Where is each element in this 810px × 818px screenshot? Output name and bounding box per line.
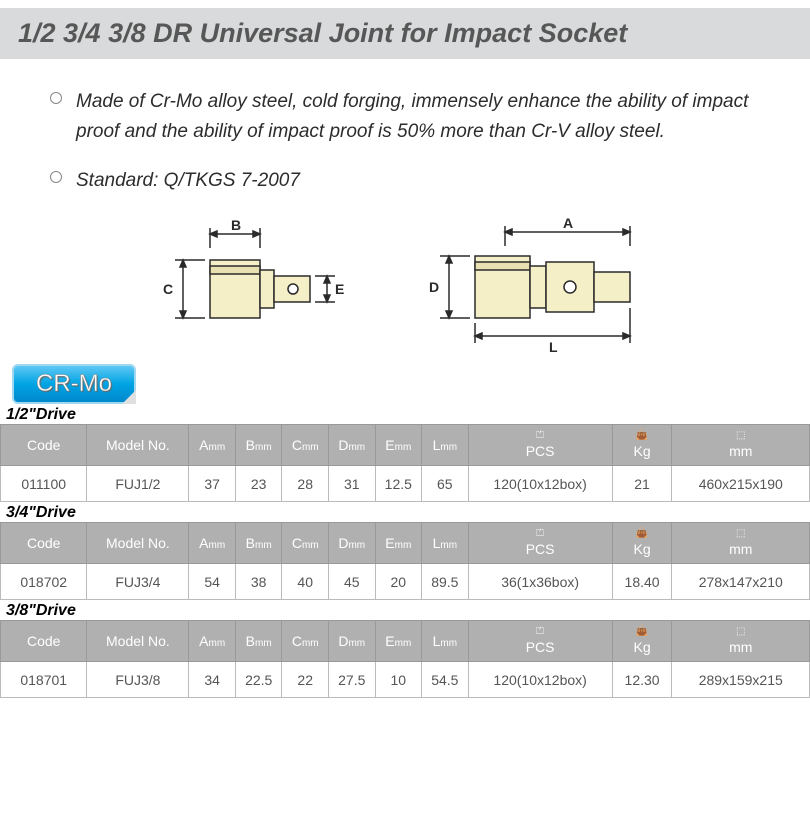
th-pcs: ⏍PCS xyxy=(468,523,612,564)
th-D: Dmm xyxy=(328,523,375,564)
cell-C: 28 xyxy=(282,466,329,502)
cell-pcs: 120(10x12box) xyxy=(468,662,612,698)
cell-A: 34 xyxy=(189,662,236,698)
table-row: 011100FUJ1/23723283112.565120(10x12box)2… xyxy=(1,466,810,502)
drive-section-label: 3/4"Drive xyxy=(0,502,810,522)
cell-code: 018702 xyxy=(1,564,87,600)
cell-model: FUJ3/8 xyxy=(87,662,189,698)
dim-label-E: E xyxy=(335,281,344,297)
cell-C: 40 xyxy=(282,564,329,600)
crmo-badge: CR-Mo xyxy=(12,364,136,404)
dim-label-D: D xyxy=(429,279,439,295)
cell-kg: 21 xyxy=(612,466,672,502)
description-block: Made of Cr-Mo alloy steel, cold forging,… xyxy=(0,59,810,218)
cell-D: 31 xyxy=(328,466,375,502)
cell-box: 460x215x190 xyxy=(672,466,810,502)
diagrams-row: B C E xyxy=(0,218,810,364)
th-pcs: ⏍PCS xyxy=(468,425,612,466)
bullet-icon xyxy=(50,171,62,183)
th-model: Model No. xyxy=(87,523,189,564)
cell-box: 289x159x215 xyxy=(672,662,810,698)
dim-label-L: L xyxy=(549,339,558,355)
th-kg: 👜Kg xyxy=(612,425,672,466)
cell-D: 27.5 xyxy=(328,662,375,698)
crmo-badge-label: CR-Mo xyxy=(36,370,112,397)
bullet-item: Made of Cr-Mo alloy steel, cold forging,… xyxy=(50,87,760,148)
th-E: Emm xyxy=(375,523,422,564)
cell-code: 011100 xyxy=(1,466,87,502)
cell-E: 10 xyxy=(375,662,422,698)
drive-section-label: 1/2"Drive xyxy=(0,404,810,424)
page-title: 1/2 3/4 3/8 DR Universal Joint for Impac… xyxy=(18,18,627,48)
th-C: Cmm xyxy=(282,621,329,662)
th-L: Lmm xyxy=(422,523,469,564)
th-D: Dmm xyxy=(328,621,375,662)
bullet-text: Made of Cr-Mo alloy steel, cold forging,… xyxy=(76,87,760,148)
th-box: ⬚mm xyxy=(672,523,810,564)
th-B: Bmm xyxy=(235,621,282,662)
th-model: Model No. xyxy=(87,621,189,662)
cell-box: 278x147x210 xyxy=(672,564,810,600)
th-E: Emm xyxy=(375,425,422,466)
cell-model: FUJ1/2 xyxy=(87,466,189,502)
th-A: Amm xyxy=(189,523,236,564)
th-box: ⬚mm xyxy=(672,425,810,466)
bullet-icon xyxy=(50,92,62,104)
cell-E: 12.5 xyxy=(375,466,422,502)
table-row: 018702FUJ3/4543840452089.536(1x36box)18.… xyxy=(1,564,810,600)
cell-E: 20 xyxy=(375,564,422,600)
th-model: Model No. xyxy=(87,425,189,466)
diagram-left: B C E xyxy=(155,218,345,348)
bullet-text: Standard: Q/TKGS 7-2007 xyxy=(76,166,300,196)
bullet-item: Standard: Q/TKGS 7-2007 xyxy=(50,166,760,196)
spec-table: CodeModel No.AmmBmmCmmDmmEmmLmm⏍PCS👜Kg⬚m… xyxy=(0,620,810,698)
tables-container: 1/2"DriveCodeModel No.AmmBmmCmmDmmEmmLmm… xyxy=(0,404,810,698)
cell-B: 38 xyxy=(235,564,282,600)
th-C: Cmm xyxy=(282,425,329,466)
cell-B: 22.5 xyxy=(235,662,282,698)
th-code: Code xyxy=(1,621,87,662)
cell-L: 89.5 xyxy=(422,564,469,600)
th-L: Lmm xyxy=(422,621,469,662)
cell-D: 45 xyxy=(328,564,375,600)
cell-L: 65 xyxy=(422,466,469,502)
th-code: Code xyxy=(1,425,87,466)
table-row: 018701FUJ3/83422.52227.51054.5120(10x12b… xyxy=(1,662,810,698)
th-L: Lmm xyxy=(422,425,469,466)
diagram-right: A D L xyxy=(425,218,655,358)
th-D: Dmm xyxy=(328,425,375,466)
dim-label-B: B xyxy=(231,218,241,233)
title-bar: 1/2 3/4 3/8 DR Universal Joint for Impac… xyxy=(0,8,810,59)
th-E: Emm xyxy=(375,621,422,662)
drive-section-label: 3/8"Drive xyxy=(0,600,810,620)
th-B: Bmm xyxy=(235,425,282,466)
cell-code: 018701 xyxy=(1,662,87,698)
cell-kg: 12.30 xyxy=(612,662,672,698)
cell-L: 54.5 xyxy=(422,662,469,698)
cell-B: 23 xyxy=(235,466,282,502)
cell-pcs: 36(1x36box) xyxy=(468,564,612,600)
dim-label-A: A xyxy=(563,218,573,231)
cell-C: 22 xyxy=(282,662,329,698)
th-code: Code xyxy=(1,523,87,564)
cell-A: 54 xyxy=(189,564,236,600)
th-C: Cmm xyxy=(282,523,329,564)
th-A: Amm xyxy=(189,621,236,662)
th-kg: 👜Kg xyxy=(612,621,672,662)
th-A: Amm xyxy=(189,425,236,466)
th-box: ⬚mm xyxy=(672,621,810,662)
th-pcs: ⏍PCS xyxy=(468,621,612,662)
cell-pcs: 120(10x12box) xyxy=(468,466,612,502)
th-B: Bmm xyxy=(235,523,282,564)
cell-kg: 18.40 xyxy=(612,564,672,600)
spec-table: CodeModel No.AmmBmmCmmDmmEmmLmm⏍PCS👜Kg⬚m… xyxy=(0,424,810,502)
cell-model: FUJ3/4 xyxy=(87,564,189,600)
spec-table: CodeModel No.AmmBmmCmmDmmEmmLmm⏍PCS👜Kg⬚m… xyxy=(0,522,810,600)
cell-A: 37 xyxy=(189,466,236,502)
dim-label-C: C xyxy=(163,281,173,297)
th-kg: 👜Kg xyxy=(612,523,672,564)
